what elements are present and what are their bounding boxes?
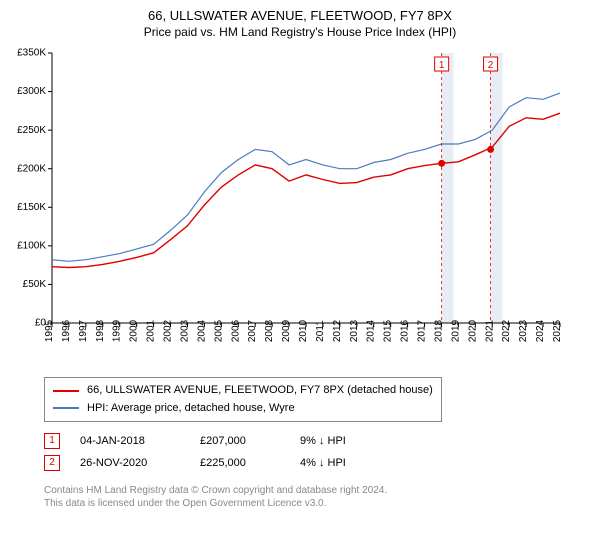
- x-tick-label: 2007: [247, 319, 258, 342]
- y-tick-label: £100K: [17, 240, 46, 251]
- sale-marker-badge-label: 2: [488, 60, 494, 71]
- sale-row-price: £207,000: [200, 430, 280, 452]
- y-tick-label: £300K: [17, 86, 46, 97]
- x-tick-label: 2006: [230, 319, 241, 342]
- series-line: [52, 93, 560, 261]
- x-tick-label: 2021: [484, 319, 495, 342]
- x-tick-label: 2012: [332, 319, 343, 342]
- sale-marker-dot: [438, 160, 445, 167]
- sale-band: [491, 53, 503, 323]
- y-tick-label: £350K: [17, 48, 46, 59]
- sale-row-marker: 2: [44, 455, 60, 471]
- line-chart: £0£50K£100K£150K£200K£250K£300K£350K1995…: [8, 47, 592, 367]
- legend-swatch: [53, 390, 79, 392]
- sale-row-date: 04-JAN-2018: [80, 430, 180, 452]
- sale-band: [442, 53, 454, 323]
- x-tick-label: 2011: [315, 320, 326, 342]
- x-tick-label: 2022: [501, 319, 512, 342]
- x-tick-label: 2009: [281, 319, 292, 342]
- sale-marker-badge-label: 1: [439, 60, 445, 71]
- sales-table: 1 04-JAN-2018 £207,000 9% ↓ HPI 2 26-NOV-2020…: [44, 430, 592, 474]
- legend: 66, ULLSWATER AVENUE, FLEETWOOD, FY7 8PX…: [44, 377, 442, 422]
- chart-title-block: 66, ULLSWATER AVENUE, FLEETWOOD, FY7 8PX…: [8, 8, 592, 39]
- x-tick-label: 2003: [179, 319, 190, 342]
- sale-row-price: £225,000: [200, 452, 280, 474]
- x-tick-label: 2018: [433, 319, 444, 342]
- x-tick-label: 2001: [146, 319, 157, 342]
- sale-row-date: 26-NOV-2020: [80, 452, 180, 474]
- x-tick-label: 2024: [535, 319, 546, 342]
- footer-line1: Contains HM Land Registry data © Crown c…: [44, 484, 592, 497]
- x-tick-label: 2005: [213, 319, 224, 342]
- x-tick-label: 1995: [44, 319, 55, 342]
- chart-svg: £0£50K£100K£150K£200K£250K£300K£350K1995…: [8, 47, 568, 367]
- x-tick-label: 2010: [298, 319, 309, 342]
- sale-row: 1 04-JAN-2018 £207,000 9% ↓ HPI: [44, 430, 592, 452]
- x-tick-label: 2025: [552, 319, 563, 342]
- x-tick-label: 2017: [417, 319, 428, 342]
- chart-title-subtitle: Price paid vs. HM Land Registry's House …: [8, 25, 592, 39]
- legend-swatch: [53, 407, 79, 409]
- y-tick-label: £150K: [17, 202, 46, 213]
- legend-row: 66, ULLSWATER AVENUE, FLEETWOOD, FY7 8PX…: [53, 382, 433, 400]
- y-tick-label: £200K: [17, 163, 46, 174]
- legend-label: 66, ULLSWATER AVENUE, FLEETWOOD, FY7 8PX…: [87, 382, 433, 400]
- x-tick-label: 2020: [467, 319, 478, 342]
- footer-line2: This data is licensed under the Open Gov…: [44, 497, 592, 510]
- sale-row-delta: 9% ↓ HPI: [300, 430, 400, 452]
- x-tick-label: 2004: [196, 319, 207, 342]
- sale-row-marker: 1: [44, 433, 60, 449]
- sale-marker-dot: [487, 146, 494, 153]
- x-tick-label: 1999: [112, 319, 123, 342]
- x-tick-label: 2008: [264, 319, 275, 342]
- x-tick-label: 1998: [95, 319, 106, 342]
- sale-row: 2 26-NOV-2020 £225,000 4% ↓ HPI: [44, 452, 592, 474]
- x-tick-label: 2015: [383, 319, 394, 342]
- y-tick-label: £50K: [23, 279, 47, 290]
- x-tick-label: 2000: [129, 319, 140, 342]
- legend-row: HPI: Average price, detached house, Wyre: [53, 400, 433, 418]
- x-tick-label: 2013: [349, 319, 360, 342]
- series-line: [52, 113, 560, 267]
- x-tick-label: 1996: [61, 319, 72, 342]
- x-tick-label: 2002: [163, 319, 174, 342]
- sale-row-delta: 4% ↓ HPI: [300, 452, 400, 474]
- chart-title-address: 66, ULLSWATER AVENUE, FLEETWOOD, FY7 8PX: [8, 8, 592, 23]
- x-tick-label: 2023: [518, 319, 529, 342]
- y-tick-label: £250K: [17, 125, 46, 136]
- x-tick-label: 2014: [366, 319, 377, 342]
- footer-attribution: Contains HM Land Registry data © Crown c…: [44, 484, 592, 510]
- x-tick-label: 1997: [78, 319, 89, 342]
- x-tick-label: 2019: [450, 319, 461, 342]
- x-tick-label: 2016: [400, 319, 411, 342]
- legend-label: HPI: Average price, detached house, Wyre: [87, 400, 295, 418]
